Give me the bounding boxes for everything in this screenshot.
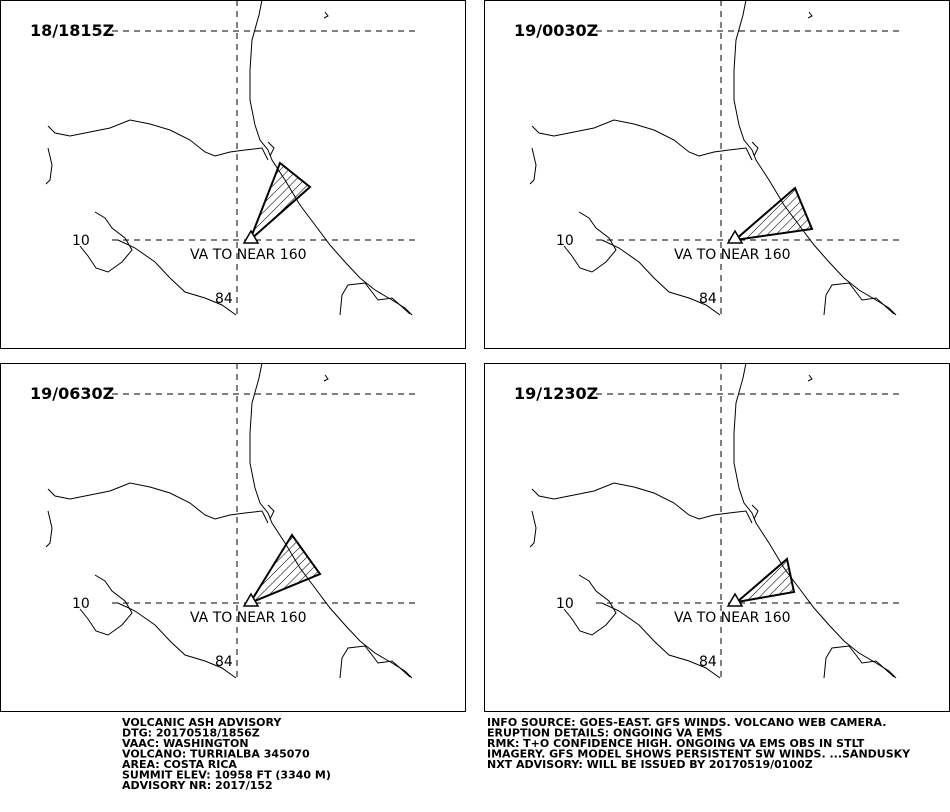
ash-label: VA TO NEAR 160 xyxy=(674,610,791,626)
coastline xyxy=(79,211,133,273)
volcano-symbol xyxy=(726,229,744,244)
coastline xyxy=(733,362,897,679)
coastline xyxy=(531,482,753,524)
ash-area xyxy=(731,186,814,242)
coastline xyxy=(249,362,413,679)
ash-label: VA TO NEAR 160 xyxy=(190,610,307,626)
coastline xyxy=(79,574,133,636)
coastline xyxy=(339,645,411,679)
coastline xyxy=(47,119,269,161)
coastline xyxy=(563,574,617,636)
advisory-line: INFO SOURCE: GOES-EAST. GFS WINDS. VOLCA… xyxy=(487,716,886,729)
coastline xyxy=(117,602,237,679)
panel-frame xyxy=(0,0,466,349)
lat-label: 10 xyxy=(556,596,574,612)
coastline xyxy=(807,11,813,19)
coastline xyxy=(751,504,759,520)
coastline xyxy=(807,374,813,382)
coastline xyxy=(249,0,413,316)
coastline xyxy=(601,602,721,679)
coastline xyxy=(529,510,537,548)
ash-label: VA TO NEAR 160 xyxy=(190,247,307,263)
advisory-line: VAAC: WASHINGTON xyxy=(122,737,249,750)
advisory-line: NXT ADVISORY: WILL BE ISSUED BY 20170519… xyxy=(487,758,813,771)
valid-time: 18/1815Z xyxy=(30,21,114,40)
coastline xyxy=(601,239,721,316)
advisory-line: VOLCANIC ASH ADVISORY xyxy=(122,716,282,729)
ash-area xyxy=(249,161,312,241)
panel-frame xyxy=(0,363,466,712)
coastline xyxy=(45,147,53,185)
coastline xyxy=(45,510,53,548)
lon-label: 84 xyxy=(215,654,233,670)
coastline xyxy=(47,482,269,524)
coastline xyxy=(531,119,753,161)
ash-label: VA TO NEAR 160 xyxy=(674,247,791,263)
coastline xyxy=(823,282,895,316)
lat-label: 10 xyxy=(72,233,90,249)
advisory-line: AREA: COSTA RICA xyxy=(122,758,237,771)
volcano-symbol xyxy=(242,229,260,244)
map-panel: 19/1230Z 10 84 VA TO NEAR 160 xyxy=(484,362,950,712)
lat-label: 10 xyxy=(72,596,90,612)
advisory-line: DTG: 20170518/1856Z xyxy=(122,727,260,740)
advisory-line: RMK: T+O CONFIDENCE HIGH. ONGOING VA EMS… xyxy=(487,737,865,750)
volcano-symbol xyxy=(242,592,260,607)
lat-label: 10 xyxy=(556,233,574,249)
coastline xyxy=(751,141,759,157)
panel-frame xyxy=(484,363,950,712)
coastline xyxy=(563,211,617,273)
advisory-line: ERUPTION DETAILS: ONGOING VA EMS xyxy=(487,727,723,740)
coastline xyxy=(323,11,329,19)
valid-time: 19/0630Z xyxy=(30,384,114,403)
coastline xyxy=(339,282,411,316)
map-panel: 18/1815Z 10 84 VA TO NEAR 160 xyxy=(0,0,466,349)
coastline xyxy=(323,374,329,382)
coastline xyxy=(117,239,237,316)
coastline xyxy=(823,645,895,679)
valid-time: 19/1230Z xyxy=(514,384,598,403)
advisory-line: VOLCANO: TURRIALBA 345070 xyxy=(122,748,310,761)
coastline xyxy=(529,147,537,185)
advisory-line: SUMMIT ELEV: 10958 FT (3340 M) xyxy=(122,769,331,782)
volcano-symbol xyxy=(726,592,744,607)
coastline xyxy=(267,141,275,157)
coastline xyxy=(733,0,897,316)
valid-time: 19/0030Z xyxy=(514,21,598,40)
lon-label: 84 xyxy=(699,654,717,670)
coastline xyxy=(267,504,275,520)
advisory-line: IMAGERY. GFS MODEL SHOWS PERSISTENT SW W… xyxy=(487,748,911,761)
advisory-line: ADVISORY NR: 2017/152 xyxy=(122,779,273,792)
ash-area xyxy=(247,533,322,606)
lon-label: 84 xyxy=(215,291,233,307)
map-panel: 19/0030Z 10 84 VA TO NEAR 160 xyxy=(484,0,950,349)
ash-area xyxy=(733,557,796,604)
panel-frame xyxy=(484,0,950,349)
map-panel: 19/0630Z 10 84 VA TO NEAR 160 xyxy=(0,362,466,712)
lon-label: 84 xyxy=(699,291,717,307)
